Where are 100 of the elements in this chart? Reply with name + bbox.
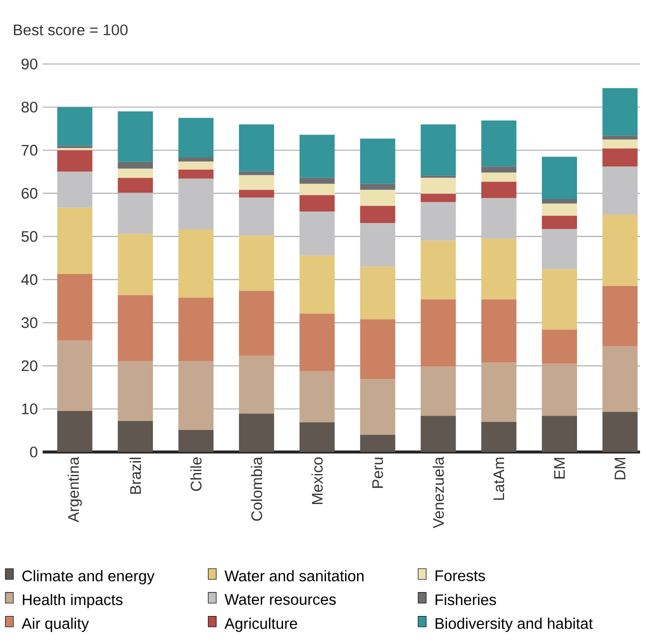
bar [300,255,335,314]
bar [542,330,578,364]
bar [420,124,456,176]
bar [602,214,638,286]
bar [178,118,214,158]
bar [420,178,456,194]
bar [238,198,274,236]
bar [602,346,638,412]
bar [360,434,396,452]
legend-label: Forests [436,570,485,582]
bar [178,158,214,162]
x-tick-label: EM [554,458,565,478]
bar [178,298,214,362]
bar [602,166,638,214]
bar [360,138,396,184]
bar [238,171,274,176]
bar [360,223,396,267]
bar [57,274,92,341]
x-tick-label: LatAm [494,458,504,500]
x-tick-label: Peru [372,458,384,488]
y-tick-label: 50 [22,231,38,242]
bar [542,156,578,199]
bar [238,124,274,172]
bar [300,211,335,256]
bar [238,290,274,356]
x-tick-label: Chile [190,457,202,491]
bar [542,269,578,330]
bar [542,198,578,204]
legend-label: Biodiversity and habitat [436,618,593,632]
bar [118,111,153,162]
bar [481,172,516,182]
bar [300,195,335,212]
bar [481,362,516,422]
bar [57,150,92,172]
bar [360,190,396,206]
bar [238,414,274,452]
bar [420,194,456,202]
bar [360,319,396,380]
bar [178,361,214,430]
bar [420,366,456,416]
bar [420,240,456,300]
bar [57,146,92,148]
legend-label: Agriculture [224,618,298,632]
bar [420,299,456,367]
bar [360,379,396,435]
bar [602,88,638,136]
bar [542,216,578,230]
y-tick-label: 90 [22,58,38,70]
bar [57,208,92,274]
legend-label: Water and sanitation [224,570,364,582]
legend-label: Health impacts [22,594,122,608]
y-tick-label: 0 [30,446,38,458]
bar [118,168,153,178]
bar [300,370,335,422]
bar [420,416,456,452]
bar [542,204,578,216]
bar [178,430,214,452]
bar [178,170,214,179]
legend-label: Air quality [22,618,89,632]
x-tick-label: DM [614,458,626,480]
bar [178,161,214,170]
x-tick-label: Argentina [68,456,82,522]
bar [420,202,456,241]
bar [238,356,274,414]
y-tick-label: 10 [22,403,38,414]
bar [602,136,638,140]
bar [300,314,335,371]
bar [300,134,335,178]
bar [481,166,516,173]
y-tick-label: 70 [22,144,38,156]
bar [57,411,92,452]
bar [118,178,153,193]
bar [238,175,274,190]
bar [602,139,638,149]
y-tick-label: 30 [21,317,38,328]
legend-label: Fisheries [436,594,496,606]
bar [360,184,396,190]
bar [542,364,578,416]
bar [300,178,335,184]
bar [481,422,516,452]
bar [360,266,396,320]
y-tick-label: 40 [21,274,38,285]
bar [602,286,638,346]
bar [542,229,578,270]
bar [118,234,153,296]
bar [360,206,396,224]
bar [481,238,516,300]
bar [238,190,274,198]
bar [481,120,516,167]
bar [238,236,274,291]
x-tick-label: Mexico [311,457,323,504]
bar [57,107,92,146]
x-tick-label: Brazil [130,458,141,494]
bar [118,420,153,452]
legend-label: Water resources [224,594,336,605]
bar [481,299,516,363]
bar [118,361,153,421]
bar [602,148,638,167]
bar [300,422,335,452]
y-axis-title: Best score = 100 [14,24,128,36]
